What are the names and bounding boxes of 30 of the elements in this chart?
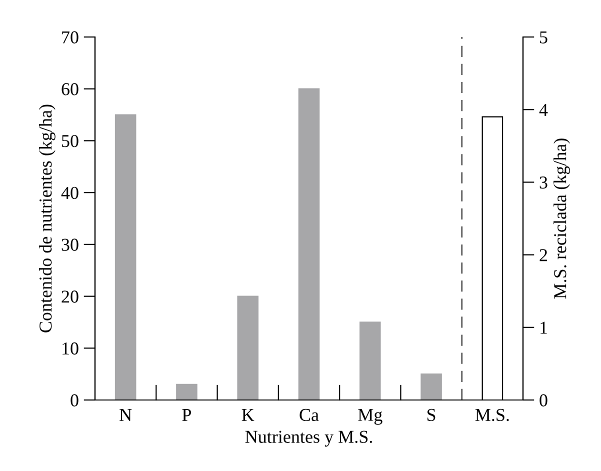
y2-tick-label: 4 [539, 104, 548, 116]
y2-tick-label: 5 [540, 31, 548, 44]
bar [114, 114, 136, 400]
x-tick-label: N [120, 409, 132, 421]
y2-tick-label: 1 [540, 322, 547, 334]
y-tick-label: 60 [62, 83, 78, 96]
y-tick-label: 0 [70, 394, 78, 406]
bar [298, 88, 320, 400]
x-tick-label: S [427, 408, 436, 422]
x-tick-label: K [242, 409, 254, 421]
y2-tick-label: 0 [540, 394, 548, 406]
y-axis-title: Contenido de nutrientes (kg/ha) [38, 104, 56, 332]
x-tick-label: Mg [358, 408, 382, 425]
x-axis-title: Nutrientes y M.S. [245, 430, 372, 447]
y2-tick-label: 3 [540, 176, 548, 189]
y-tick-label: 30 [62, 238, 78, 251]
bar [176, 384, 198, 400]
y-tick-label: 50 [62, 134, 78, 148]
x-tick-label: P [182, 409, 192, 421]
bar [420, 374, 442, 400]
bar [237, 296, 258, 400]
bar [360, 322, 381, 400]
y-tick-label: 20 [62, 290, 78, 303]
y-tick-label: 40 [61, 186, 78, 200]
y-tick-label: 70 [62, 31, 78, 44]
y-tick-label: 10 [62, 342, 78, 355]
x-tick-label: M.S. [475, 408, 509, 422]
y2-tick-label: 2 [540, 249, 548, 262]
x-tick-label: Ca [300, 408, 319, 422]
y2-axis-title: M.S. reciclada (kg/ha) [554, 138, 570, 299]
